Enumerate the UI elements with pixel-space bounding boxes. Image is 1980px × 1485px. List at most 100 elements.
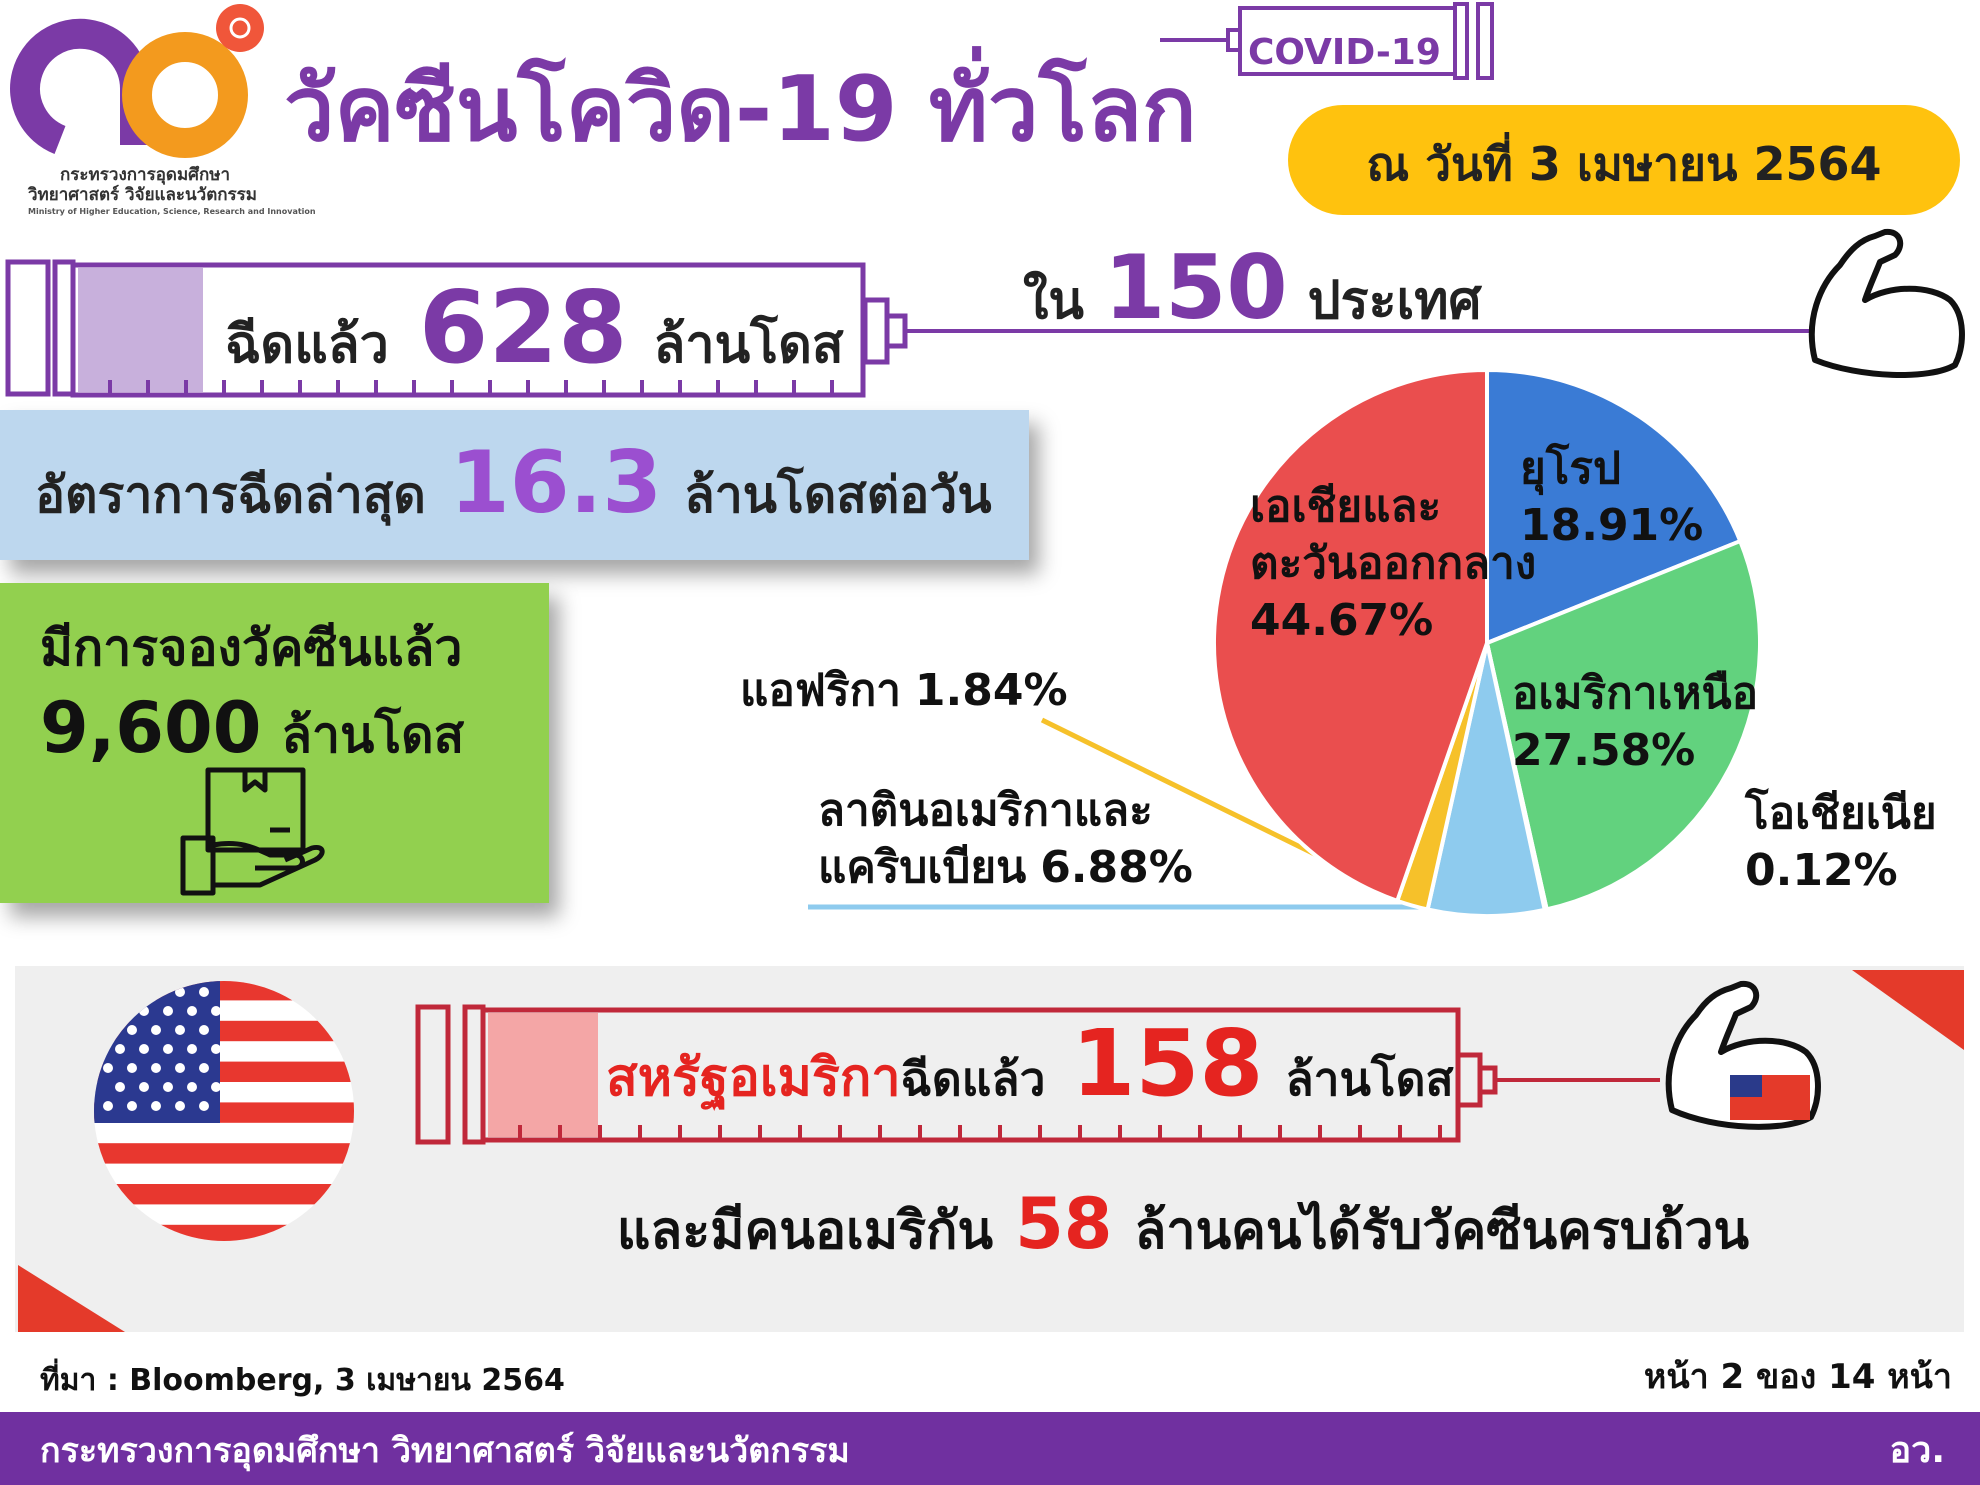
star	[175, 1101, 185, 1111]
star	[175, 1063, 185, 1073]
value-label: 18.91%	[1520, 500, 1704, 552]
pie-label: แอฟริกา 1.84%	[740, 662, 1120, 719]
pie-label: โอเชียเนีย 0.12%	[1745, 785, 1975, 899]
rate-prefix: อัตราการฉีดล่าสุด	[35, 466, 426, 526]
star	[163, 1006, 173, 1016]
star	[139, 1082, 149, 1092]
usa-country: สหรัฐอเมริกา	[606, 1048, 901, 1111]
countries-value: 150	[1104, 236, 1288, 339]
star	[199, 1063, 209, 1073]
usa-people-prefix: และมีคนอเมริกัน	[617, 1201, 994, 1261]
star	[187, 1044, 197, 1054]
star	[151, 1025, 161, 1035]
stripe	[94, 1184, 354, 1205]
countries-text: ใน 150 ประเทศ	[1023, 236, 1483, 339]
star	[187, 1006, 197, 1016]
star	[103, 1101, 113, 1111]
star	[115, 1082, 125, 1092]
pie	[1212, 367, 1762, 918]
star	[211, 1006, 221, 1016]
corner	[1852, 970, 1964, 1050]
doses-unit: ล้านโดส	[654, 313, 844, 375]
category-name: อเมริกาเหนือ	[1512, 668, 1758, 719]
footer-bar	[0, 1412, 1980, 1485]
star	[163, 1044, 173, 1054]
category-name: โอเชียเนีย	[1745, 788, 1937, 839]
stripe	[94, 1143, 354, 1164]
star	[163, 1082, 173, 1092]
value-label: 0.12%	[1745, 845, 1898, 897]
usa-people-text: และมีคนอเมริกัน 58 ล้านคนได้รับวัคซีนครบถ้…	[617, 1183, 1750, 1265]
star	[103, 1063, 113, 1073]
value-label: 1.84%	[914, 665, 1068, 716]
star	[115, 1044, 125, 1054]
muscle-icon	[1808, 228, 1965, 379]
star	[199, 1101, 209, 1111]
rate-unit: ล้านโดสต่อวัน	[684, 465, 992, 524]
rate-text: อัตราการฉีดล่าสุด 16.3 ล้านโดสต่อวัน	[35, 433, 992, 533]
syringe-ticks	[108, 380, 834, 395]
pie-slice	[1425, 642, 1548, 918]
pie-label: เอเชียและตะวันออกกลาง 44.67%	[1250, 478, 1537, 650]
syringe	[415, 1004, 1660, 1145]
ministry-line1: กระทรวงการอุดมศึกษา	[60, 165, 230, 185]
syringe-ticks	[518, 1125, 1442, 1140]
box-hand-icon	[180, 767, 325, 896]
booked-text: 9,600 ล้านโดส	[40, 687, 465, 769]
footer-ministry: กระทรวงการอุดมศึกษา วิทยาศาสตร์ วิจัยและ…	[40, 1431, 850, 1472]
ministry-en: Ministry of Higher Education, Science, R…	[28, 207, 316, 216]
covid-tag: COVID-19	[1248, 32, 1441, 73]
star	[187, 1082, 197, 1092]
doses-prefix: ฉีดแล้ว	[225, 315, 389, 375]
pie-slice	[1212, 367, 1489, 904]
category-name: แอฟริกา	[740, 665, 901, 716]
booked-unit: ล้านโดส	[281, 705, 464, 764]
logo	[10, 4, 264, 158]
star	[175, 1025, 185, 1035]
usa-people-unit: ล้านคนได้รับวัคซีนครบถ้วน	[1135, 1200, 1750, 1261]
covid-syringe	[1160, 2, 1494, 80]
star	[211, 1044, 221, 1054]
star	[139, 1044, 149, 1054]
syringe	[5, 259, 1895, 398]
usa-doses-unit: ล้านโดส	[1285, 1052, 1454, 1106]
star	[199, 1025, 209, 1035]
booked-value: 9,600	[40, 687, 261, 769]
value-label: 6.88%	[1040, 842, 1193, 894]
countries-prefix: ใน	[1023, 270, 1084, 331]
star	[127, 1101, 137, 1111]
booked-prefix: มีการจองวัคซีนแล้ว	[40, 619, 463, 677]
usa-doses-value: 158	[1071, 1010, 1263, 1117]
muscle-icon	[1665, 980, 1821, 1130]
value-label: 44.67%	[1250, 595, 1434, 647]
page-number: หน้า 2 ของ 14 หน้า	[1644, 1357, 1952, 1397]
footer-abbr: อว.	[1889, 1430, 1945, 1471]
usa-doses-text: สหรัฐอเมริกาฉีดแล้ว 158 ล้านโดส	[606, 1010, 1454, 1117]
value-label: 27.58%	[1512, 725, 1696, 777]
category-name: ยุโรป	[1520, 443, 1621, 494]
pie-slice	[1485, 367, 1743, 646]
star	[127, 1025, 137, 1035]
date: ณ วันที่ 3 เมษายน 2564	[1367, 132, 1882, 191]
star	[199, 987, 209, 997]
category-name: เอเชียและตะวันออกกลาง	[1250, 481, 1537, 590]
usa-people-value: 58	[1015, 1183, 1112, 1265]
corner	[18, 1265, 125, 1332]
usa-doses-prefix: ฉีดแล้ว	[901, 1052, 1046, 1106]
pie-label: ยุโรป 18.91%	[1520, 440, 1780, 554]
pie-label: อเมริกาเหนือ 27.58%	[1512, 665, 1832, 779]
category-name: ลาตินอเมริกาและแคริบเบียน	[818, 785, 1153, 894]
pie-slice	[1484, 538, 1762, 912]
doses-text: ฉีดแล้ว 628 ล้านโดส	[225, 269, 844, 386]
star	[151, 1101, 161, 1111]
star	[211, 1082, 221, 1092]
star	[151, 1063, 161, 1073]
countries-unit: ประเทศ	[1308, 271, 1483, 331]
ministry-line2: วิทยาศาสตร์ วิจัยและนวัตกรรม	[28, 184, 257, 205]
source: ที่มา : Bloomberg, 3 เมษายน 2564	[40, 1358, 565, 1398]
rate-box	[0, 410, 1029, 560]
pie-label: ลาตินอเมริกาและแคริบเบียน 6.88%	[818, 782, 1288, 896]
doses-value: 628	[419, 269, 628, 386]
